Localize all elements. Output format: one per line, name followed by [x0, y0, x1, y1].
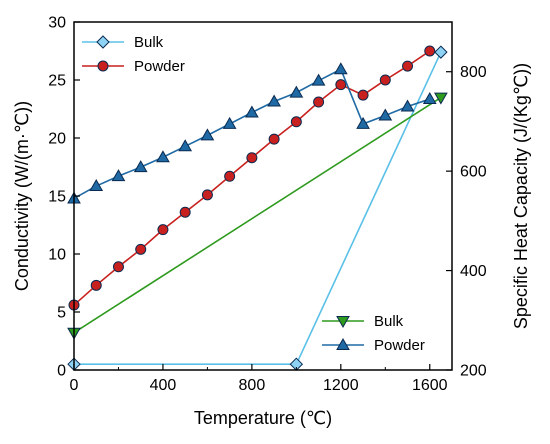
series-line [73, 68, 431, 200]
data-point [89, 179, 104, 192]
data-point [356, 116, 370, 129]
legend-label: Bulk [134, 34, 164, 51]
data-point [335, 79, 347, 91]
data-point [224, 170, 236, 182]
x-axis-title: Temperature (℃) [194, 408, 332, 428]
legend-bottom: Bulk Powder [322, 313, 425, 354]
series-line [73, 96, 442, 334]
data-point [268, 133, 280, 145]
y-right-tick-label: 800 [460, 64, 487, 81]
data-point [357, 89, 369, 101]
series-2-right-bulk [67, 92, 448, 340]
data-point [135, 243, 147, 255]
x-tick-label: 1200 [323, 377, 359, 394]
y-axis-right-title: Specific Heat Capacity (J/(Kg℃)) [511, 63, 531, 329]
y-left-tick-label: 5 [57, 305, 66, 322]
y-right-tick-label: 200 [460, 363, 487, 380]
x-tick-label: 1600 [412, 377, 448, 394]
data-point [424, 45, 436, 57]
y-left-tick-label: 0 [57, 363, 66, 380]
data-point [200, 128, 215, 141]
data-point [400, 99, 415, 112]
data-point [434, 92, 448, 105]
data-point [379, 74, 391, 86]
data-point [246, 152, 258, 164]
x-tick-label: 400 [150, 377, 177, 394]
y-right-tick-label: 600 [460, 164, 487, 181]
data-point [290, 116, 302, 128]
y-left-tick-label: 10 [48, 247, 66, 264]
y-right-tick-label: 400 [460, 263, 487, 280]
data-point [245, 105, 259, 118]
data-point [422, 92, 437, 105]
legend-item-powder: Powder [322, 337, 425, 354]
legend-label: Bulk [374, 313, 404, 330]
legend-marker [97, 60, 109, 72]
legend-label: Powder [134, 58, 185, 75]
series-line [73, 50, 431, 306]
data-point [313, 96, 325, 108]
data-point [201, 189, 213, 201]
data-point [90, 279, 102, 291]
legend-marker [336, 337, 350, 350]
data-point [179, 206, 191, 218]
axis-ticks: 0 400 800 1200 1600 0 5 10 15 20 25 30 200 400 600 800 [48, 15, 487, 395]
y-left-tick-label: 15 [48, 189, 66, 206]
data-point [157, 224, 169, 236]
legend-item-bulk: Bulk [322, 313, 404, 330]
legend-marker [96, 35, 110, 49]
y-axis-left-title: Conductivity (W/(m·℃)) [12, 101, 32, 291]
data-point [112, 261, 124, 273]
series-1-left-powder [68, 45, 436, 311]
data-point [178, 139, 193, 152]
data-point [434, 45, 448, 59]
legend-item-powder: Powder [82, 58, 185, 75]
data-point [402, 60, 414, 72]
x-tick-label: 0 [70, 377, 79, 394]
y-left-tick-label: 25 [48, 73, 66, 90]
data-point [311, 73, 326, 86]
data-point [111, 169, 126, 182]
legend-top: Bulk Powder [82, 34, 185, 75]
data-point [222, 116, 237, 129]
legend-marker [336, 316, 350, 329]
data-point [289, 85, 304, 98]
data-point [133, 160, 148, 173]
legend-label: Powder [374, 337, 425, 354]
data-point [156, 150, 170, 163]
data-point [378, 108, 393, 121]
series-3-right-powder [67, 62, 437, 204]
y-left-tick-label: 20 [48, 131, 66, 148]
y-left-tick-label: 30 [48, 15, 66, 32]
data-point [267, 94, 281, 107]
x-tick-label: 800 [239, 377, 266, 394]
legend-item-bulk: Bulk [82, 34, 164, 51]
data-point [333, 62, 348, 75]
